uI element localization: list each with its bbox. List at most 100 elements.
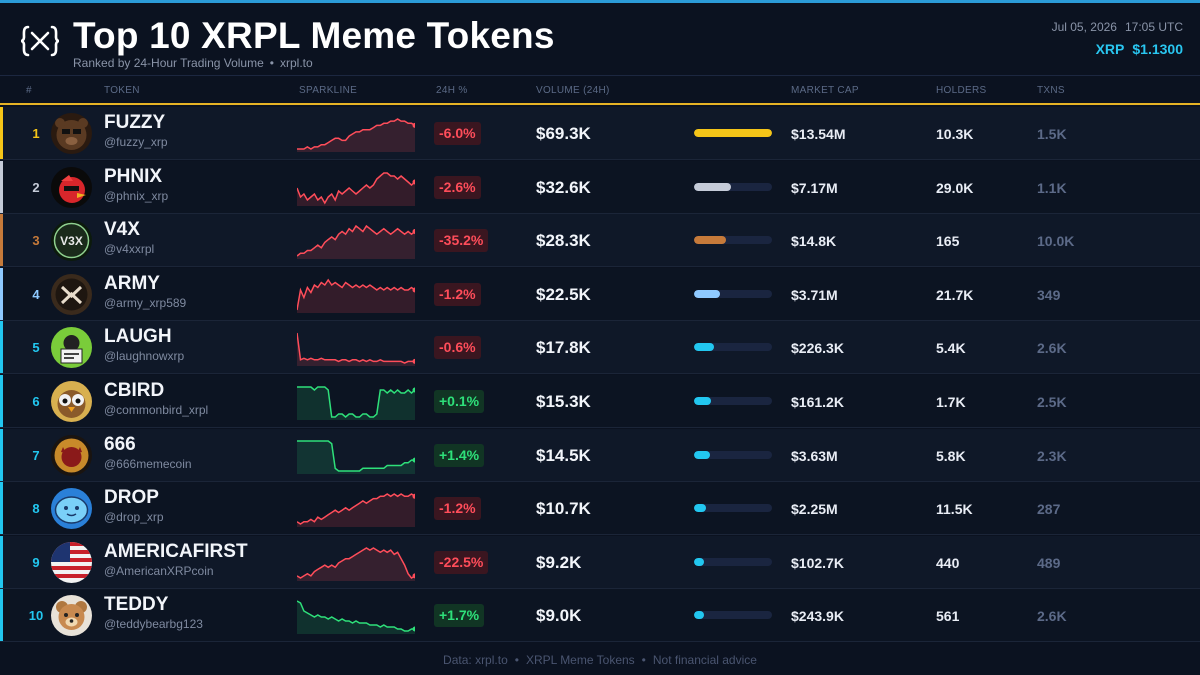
col-header-sparkline: SPARKLINE: [299, 85, 358, 96]
market-cap-value: $243.9K: [791, 608, 844, 625]
change-badge: +1.7%: [434, 604, 485, 628]
txns-value: 10.0K: [1037, 233, 1075, 250]
v4x-logo-icon: V3X: [51, 220, 92, 262]
page-subtitle: Ranked by 24-Hour Trading Volume • xrpl.to: [73, 56, 313, 70]
sparkline-end-dot: [412, 626, 415, 632]
market-cap-value: $3.71M: [791, 286, 838, 303]
devil-coin-icon: [51, 434, 92, 476]
sparkline-chart: [297, 171, 415, 206]
column-header-row: # TOKEN SPARKLINE 24H % VOLUME (24H) MAR…: [0, 77, 1200, 105]
holders-value: 10.3K: [936, 126, 974, 142]
txns-value: 2.6K: [1037, 608, 1067, 625]
sparkline-area: [297, 440, 415, 474]
sparkline-line: [297, 118, 415, 150]
volume-value: $69.3K: [536, 124, 591, 143]
volume-bar: [694, 611, 772, 620]
rank-accent-bar: [0, 535, 3, 588]
rank-accent-bar: [0, 214, 3, 267]
token-handle[interactable]: @teddybearbg123: [104, 617, 203, 632]
holders-value: 1.7K: [936, 394, 966, 410]
table-row[interactable]: 1 FUZZY @fuzzy_xrp -6.0% $69.3K $13.54M 10.3K 1…: [0, 107, 1200, 160]
date-text: Jul 05, 2026: [1051, 20, 1117, 34]
holders-value: 5.8K: [936, 447, 966, 464]
bear-face-icon: [51, 113, 92, 154]
rank-number: 4: [32, 286, 40, 302]
token-name[interactable]: 666: [104, 433, 136, 455]
volume-bar-fill: [694, 557, 705, 566]
table-row[interactable]: 5 LAUGH @laughnowxrp -0.6% $17.8K $226.3K 5.4K…: [0, 321, 1200, 375]
token-name[interactable]: PHNIX: [104, 165, 163, 187]
volume-bar-fill: [694, 343, 714, 352]
volume-value: $22.5K: [536, 284, 591, 304]
header-meta: Jul 05, 2026 17:05 UTC XRP $1.1300: [1052, 20, 1183, 57]
sparkline-area: [297, 172, 415, 206]
holders-value: 5.4K: [936, 340, 966, 357]
page-title: Top 10 XRPL Meme Tokens: [73, 15, 555, 56]
token-handle[interactable]: @commonbird_xrpl: [104, 403, 209, 417]
token-handle[interactable]: @666memecoin: [104, 456, 192, 471]
col-header-change: 24H %: [436, 85, 468, 96]
holders-value: 165: [936, 233, 960, 250]
change-badge: -35.2%: [434, 229, 489, 253]
volume-value: $9.2K: [536, 552, 582, 572]
red-bird-icon: [51, 166, 92, 208]
rank-accent-bar: [0, 321, 3, 374]
col-header-market-cap: MARKET CAP: [791, 85, 859, 96]
market-cap-value: $14.8K: [791, 233, 837, 250]
volume-bar-fill: [694, 450, 711, 459]
token-name[interactable]: LAUGH: [104, 326, 172, 348]
token-handle[interactable]: @v4xxrpl: [104, 242, 155, 257]
rank-accent-bar: [0, 375, 3, 427]
volume-bar: [694, 343, 772, 352]
rank-accent-bar: [0, 160, 3, 213]
token-name[interactable]: ARMY: [104, 272, 160, 294]
token-handle[interactable]: @drop_xrp: [104, 510, 164, 525]
change-badge: +0.1%: [434, 390, 485, 413]
txns-value: 489: [1037, 554, 1061, 571]
owl-bird-icon: [51, 381, 92, 422]
rank-number: 8: [32, 501, 40, 517]
sparkline-line: [297, 600, 415, 633]
footer-source: Data: xrpl.to: [443, 653, 508, 667]
token-handle[interactable]: @laughnowxrp: [104, 349, 185, 364]
token-name[interactable]: TEDDY: [104, 594, 169, 616]
col-header-volume: VOLUME (24H): [536, 85, 610, 96]
txns-value: 1.5K: [1037, 126, 1067, 142]
water-drop-icon: [51, 488, 92, 530]
holders-value: 29.0K: [936, 179, 974, 196]
table-row[interactable]: 7 666 @666memecoin +1.4% $14.5K $3.63M 5.8K 2.3…: [0, 428, 1200, 482]
sparkline-end-dot: [412, 179, 415, 185]
token-name[interactable]: FUZZY: [104, 112, 166, 133]
token-name[interactable]: DROP: [104, 487, 159, 509]
army-x-icon: [51, 273, 92, 315]
market-cap-value: $13.54M: [791, 126, 846, 142]
sparkline-end-dot: [412, 457, 415, 463]
token-name[interactable]: V4X: [104, 219, 140, 241]
table-row[interactable]: 8 DROP @drop_xrp -1.2% $10.7K $2.25M 11.5K 287: [0, 482, 1200, 536]
table-row[interactable]: 3 V3X V4X @v4xxrpl -35.2% $28.3K $14.8K 165 10.0…: [0, 214, 1200, 268]
token-handle[interactable]: @phnix_xrp: [104, 188, 169, 203]
us-flag-icon: [51, 541, 92, 583]
token-handle[interactable]: @army_xrp589: [104, 295, 187, 310]
volume-value: $32.6K: [536, 177, 591, 197]
token-handle[interactable]: @AmericanXRPcoin: [104, 563, 214, 578]
token-name[interactable]: AMERICAFIRST: [104, 540, 248, 562]
sparkline-chart: [297, 225, 415, 260]
token-name[interactable]: CBIRD: [104, 380, 165, 401]
table-row[interactable]: 9 AMERICAFIRST @AmericanXRPcoin -22.5% $9.2K…: [0, 535, 1200, 589]
rank-number: 10: [28, 608, 44, 624]
table-row[interactable]: 4 ARMY @army_xrp589 -1.2% $22.5K $3.71M 21.7K 3…: [0, 267, 1200, 321]
table-row[interactable]: 10 TEDDY @teddybearbg123 +1.7% $9.0K $243.9K 5…: [0, 589, 1200, 643]
rank-number: 9: [32, 554, 40, 570]
market-cap-value: $226.3K: [791, 340, 844, 357]
token-handle[interactable]: @fuzzy_xrp: [104, 135, 168, 149]
holders-value: 440: [936, 554, 960, 571]
table-row[interactable]: 6 CBIRD @commonbird_xrpl +0.1% $15.3K $161.2K…: [0, 375, 1200, 428]
change-badge: -1.2%: [434, 282, 481, 306]
txns-value: 2.5K: [1037, 394, 1067, 410]
rank-number: 3: [32, 233, 40, 249]
header: Top 10 XRPL Meme Tokens Ranked by 24-Hou…: [0, 3, 1200, 76]
table-row[interactable]: 2 PHNIX @phnix_xrp -2.6% $32.6K $7.17M 29.0K 1.…: [0, 160, 1200, 214]
rank-accent-bar: [0, 428, 3, 481]
market-cap-value: $7.17M: [791, 179, 838, 196]
